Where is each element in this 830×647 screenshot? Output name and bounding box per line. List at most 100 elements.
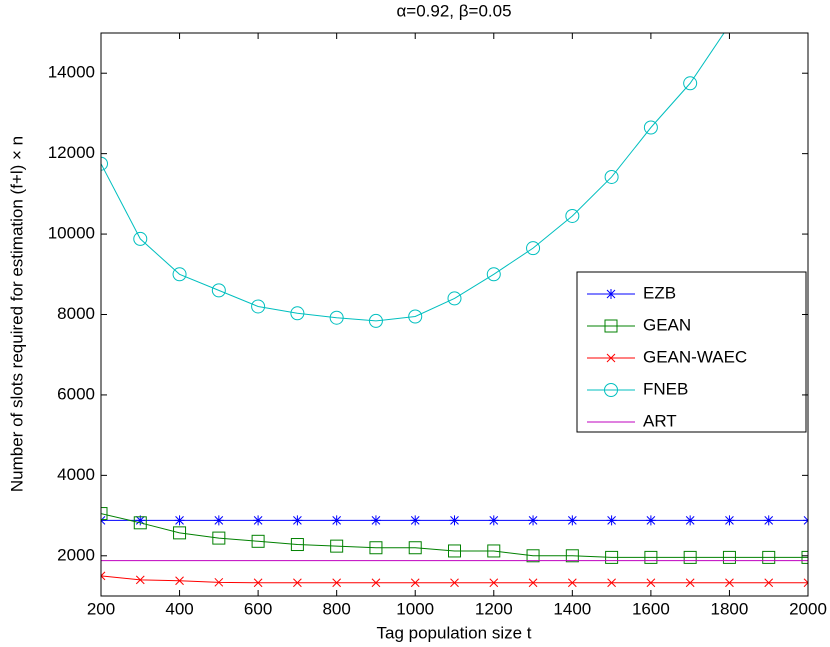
marker [528,515,539,526]
legend-marker [604,319,618,333]
marker [251,534,265,548]
marker [101,507,108,521]
legend-marker [606,289,616,299]
marker [212,531,226,545]
marker [253,515,264,526]
marker [526,549,540,563]
marker [368,313,383,328]
y-tick-label: 14000 [48,63,95,82]
y-tick-label: 10000 [48,224,95,243]
marker [567,578,577,588]
marker [369,541,383,555]
x-tick-label: 200 [87,599,115,618]
marker [762,550,776,564]
marker [763,515,774,526]
marker [447,291,462,306]
marker [450,578,459,588]
x-tick-label: 1400 [553,599,591,618]
y-axis-label: Number of slots required for estimation … [7,136,26,492]
marker [175,576,184,586]
marker [133,516,147,530]
marker [567,515,578,526]
marker [488,515,499,526]
marker [685,578,695,588]
x-tick-label: 1600 [632,599,670,618]
marker [290,306,305,321]
marker [606,515,617,526]
marker [486,267,501,282]
marker [528,578,538,588]
x-tick-label: 400 [165,599,193,618]
marker [526,241,541,256]
y-tick-label: 6000 [57,384,95,403]
legend-marker [606,353,616,363]
chart-title: α=0.92, β=0.05 [396,1,511,20]
marker [604,169,619,184]
x-tick-label: 800 [322,599,350,618]
marker [801,550,808,564]
y-tick-label: 12000 [48,143,95,162]
x-tick-label: 2000 [789,599,827,618]
y-tick-label: 2000 [57,545,95,564]
marker [764,578,774,588]
legend-label: EZB [643,283,676,302]
marker [722,550,736,564]
marker [408,309,423,324]
marker [489,578,499,588]
marker [487,544,501,558]
legend-label: FNEB [643,379,688,398]
marker [371,578,381,588]
marker [133,231,148,246]
marker [251,299,266,314]
marker [646,578,656,588]
marker [645,515,656,526]
marker [410,578,420,588]
legend: EZB GEAN GEAN-WAEC FNEB ART [576,271,807,433]
legend-marker [604,383,618,397]
marker [803,578,808,588]
marker [330,539,344,553]
series-line [101,33,725,322]
marker [724,515,735,526]
marker [723,18,736,31]
marker [449,515,460,526]
marker [214,577,224,587]
marker [174,515,185,526]
marker [135,575,145,585]
marker [605,550,619,564]
marker [643,120,658,135]
marker [410,515,421,526]
legend-label: ART [643,411,677,430]
marker [101,156,108,171]
marker [293,578,302,588]
marker [211,283,226,298]
x-tick-label: 600 [244,599,272,618]
marker [253,578,263,588]
x-tick-label: 1000 [396,599,434,618]
marker [565,549,579,563]
marker [292,515,303,526]
y-tick-label: 4000 [57,465,95,484]
marker [448,544,461,558]
marker [135,515,146,526]
marker [607,578,616,588]
marker [408,541,422,555]
marker [332,578,342,588]
y-tick-label: 8000 [57,304,95,323]
x-axis-label: Tag population size t [377,623,532,642]
plot-area [101,18,808,588]
series-line [101,513,808,558]
marker [213,515,224,526]
legend-label: GEAN-WAEC [643,347,747,366]
series-line [101,575,808,584]
marker [172,267,187,282]
marker [173,526,187,540]
marker [725,578,734,588]
marker [370,515,381,526]
marker [331,515,342,526]
marker [101,571,106,581]
marker [329,310,344,325]
marker [565,208,580,223]
legend-box [576,271,807,433]
